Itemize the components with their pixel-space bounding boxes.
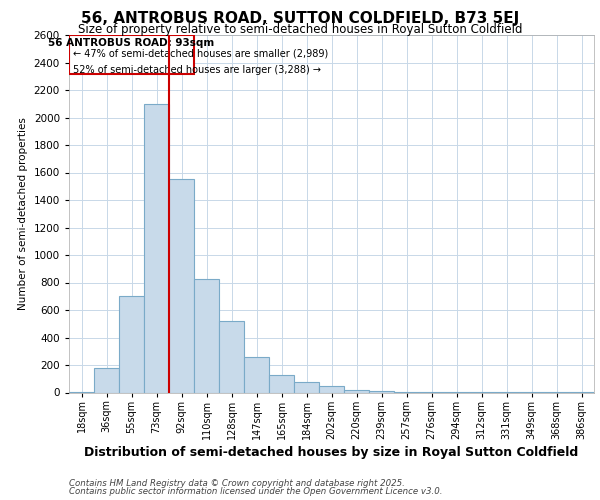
Bar: [244, 358, 269, 392]
Text: Contains HM Land Registry data © Crown copyright and database right 2025.: Contains HM Land Registry data © Crown c…: [69, 478, 405, 488]
FancyBboxPatch shape: [69, 35, 194, 74]
Text: Contains public sector information licensed under the Open Government Licence v3: Contains public sector information licen…: [69, 487, 443, 496]
Text: 52% of semi-detached houses are larger (3,288) →: 52% of semi-detached houses are larger (…: [73, 66, 321, 76]
Y-axis label: Number of semi-detached properties: Number of semi-detached properties: [18, 118, 28, 310]
Bar: [94, 368, 119, 392]
X-axis label: Distribution of semi-detached houses by size in Royal Sutton Coldfield: Distribution of semi-detached houses by …: [85, 446, 578, 459]
Text: 56, ANTROBUS ROAD, SUTTON COLDFIELD, B73 5EJ: 56, ANTROBUS ROAD, SUTTON COLDFIELD, B73…: [81, 11, 519, 26]
Bar: [219, 321, 244, 392]
Bar: [119, 296, 144, 392]
Bar: [194, 279, 219, 392]
Text: 56 ANTROBUS ROAD: 93sqm: 56 ANTROBUS ROAD: 93sqm: [49, 38, 215, 48]
Bar: [169, 180, 194, 392]
Bar: [344, 390, 369, 392]
Bar: [294, 382, 319, 392]
Text: ← 47% of semi-detached houses are smaller (2,989): ← 47% of semi-detached houses are smalle…: [73, 48, 328, 58]
Bar: [319, 386, 344, 392]
Text: Size of property relative to semi-detached houses in Royal Sutton Coldfield: Size of property relative to semi-detach…: [78, 22, 522, 36]
Bar: [144, 104, 169, 393]
Bar: [269, 374, 294, 392]
